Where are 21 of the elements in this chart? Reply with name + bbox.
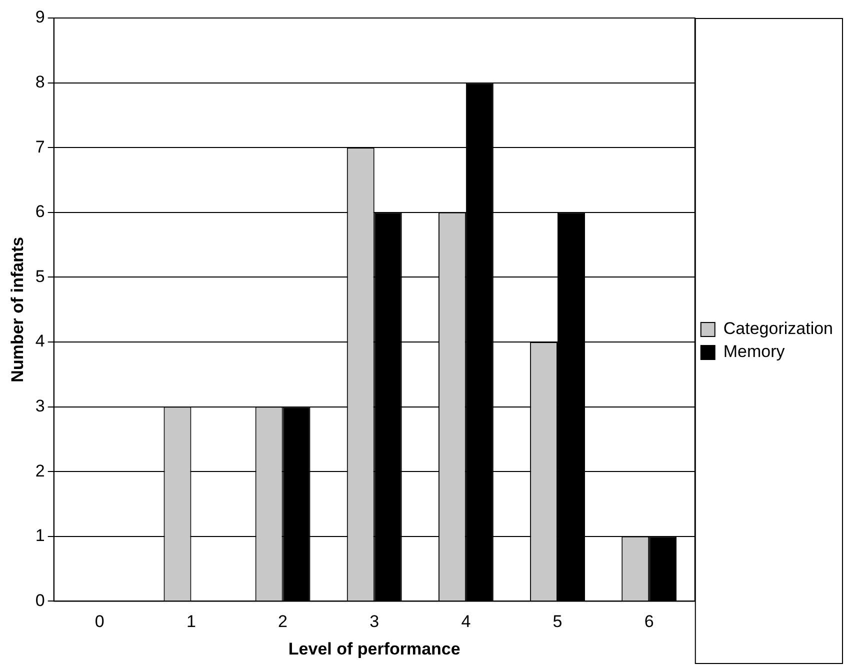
y-tick-label: 3 xyxy=(35,396,45,416)
y-axis-title: Number of infants xyxy=(8,236,27,382)
y-tick-label: 6 xyxy=(35,202,45,222)
x-tick-label: 6 xyxy=(644,612,654,632)
x-tick-label: 2 xyxy=(278,612,288,632)
x-tick-label: 0 xyxy=(94,612,104,632)
y-tick-label: 2 xyxy=(35,461,45,480)
x-axis-title: Level of performance xyxy=(288,639,460,658)
y-tick-label: 1 xyxy=(35,526,45,546)
y-tick-label: 5 xyxy=(35,266,45,286)
x-tick-label: 3 xyxy=(370,612,380,632)
y-tick-label: 4 xyxy=(35,332,45,351)
legend-label: Categorization xyxy=(723,319,834,338)
x-tick-label: 5 xyxy=(552,612,562,632)
x-tick-label: 1 xyxy=(186,612,196,632)
legend-label: Memory xyxy=(723,342,786,362)
y-tick-label: 8 xyxy=(35,72,45,92)
y-tick-label: 0 xyxy=(35,590,45,610)
y-tick-label: 7 xyxy=(35,137,45,156)
x-tick-label: 4 xyxy=(461,612,471,632)
y-tick-label: 9 xyxy=(35,8,45,27)
